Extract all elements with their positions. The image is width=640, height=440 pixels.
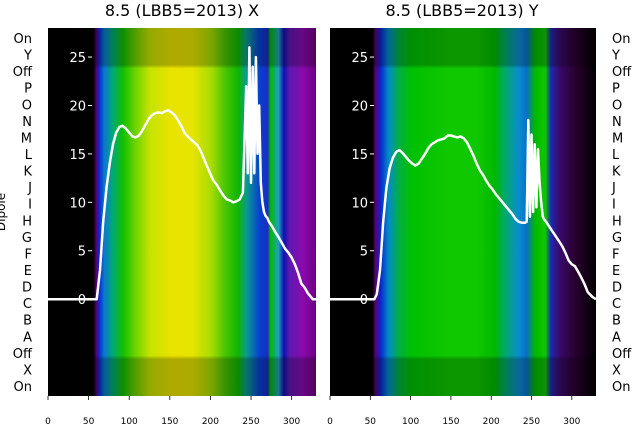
row-label: J [27, 181, 32, 196]
row-label: O [612, 98, 622, 113]
row-label: D [612, 281, 622, 296]
x-tick-label: 200 [483, 417, 500, 427]
series-line [330, 118, 597, 301]
row-label: H [612, 214, 622, 229]
overlay-tick-label: 5 [360, 245, 368, 260]
panel-y: 8.5 (LBB5=2013) Y OnYOffPONMLKJIHGFEDCBA… [327, 1, 632, 427]
overlay-tick-label: 0 [78, 293, 86, 308]
x-tick-label: 0 [327, 417, 333, 427]
row-label: D [22, 281, 32, 296]
overlay-tick-label: 0 [360, 293, 368, 308]
x-tick-label: 200 [202, 417, 219, 427]
overlay-tick-label: 5 [78, 245, 86, 260]
overlay-tick-label: 15 [351, 148, 368, 163]
x-tick-label: 50 [365, 417, 377, 427]
row-label: H [22, 214, 32, 229]
row-label: E [612, 264, 620, 279]
x-tick-label: 300 [283, 417, 300, 427]
chart-title: 8.5 (LBB5=2013) X [105, 1, 259, 20]
x-tick-label: 300 [563, 417, 580, 427]
row-label: X [23, 363, 32, 378]
overlay-tick-label: 25 [351, 51, 368, 66]
x-tick-label: 150 [161, 417, 178, 427]
row-label: O [22, 98, 32, 113]
row-label: K [612, 165, 621, 180]
panel-x: 8.5 (LBB5=2013) X Dipole OnYOffPONMLKJIH… [0, 1, 316, 427]
x-tick-label: 150 [442, 417, 459, 427]
row-label: P [612, 82, 620, 97]
row-label: F [612, 247, 619, 262]
overlay-tick-label: 10 [351, 196, 368, 211]
x-tick-label: 250 [242, 417, 259, 427]
chart-title: 8.5 (LBB5=2013) Y [385, 1, 538, 20]
row-label: L [25, 148, 33, 163]
heatmap-shade [48, 28, 316, 396]
row-label: L [612, 148, 620, 163]
row-label: P [24, 82, 32, 97]
overlay-tick-label: 20 [69, 99, 86, 114]
row-label: On [14, 32, 32, 47]
row-label: Y [611, 49, 620, 64]
row-label: On [612, 32, 630, 47]
x-tick-label: 0 [45, 417, 51, 427]
row-label: G [22, 231, 32, 246]
overlay-tick-label: 10 [69, 196, 86, 211]
row-label: Off [612, 347, 632, 362]
row-label: M [21, 131, 32, 146]
x-ticks: 0 50 100 150 200 250 300 [45, 396, 300, 427]
row-label: Off [612, 65, 632, 80]
overlay-ticks: 0 5 10 15 20 25 [351, 51, 374, 308]
row-label: F [25, 247, 32, 262]
row-label: On [612, 380, 630, 395]
row-label: M [612, 131, 623, 146]
row-label: I [612, 198, 616, 213]
overlay-tick-label: 15 [69, 148, 86, 163]
row-label: C [612, 297, 621, 312]
row-label: N [612, 115, 622, 130]
row-label: B [612, 314, 621, 329]
y-axis-label: Dipole [0, 193, 8, 231]
x-ticks: 0 50 100 150 200 250 300 [327, 396, 581, 427]
row-label: X [612, 363, 621, 378]
row-label: E [24, 264, 32, 279]
row-label: A [612, 330, 621, 345]
heatmap-shade [330, 28, 596, 396]
row-label: Off [13, 347, 33, 362]
row-label: On [14, 380, 32, 395]
x-tick-label: 100 [121, 417, 138, 427]
row-label: I [28, 198, 32, 213]
overlay-tick-label: 20 [351, 99, 368, 114]
row-label: K [23, 165, 32, 180]
series-line [48, 46, 316, 301]
row-label: B [23, 314, 32, 329]
row-label: A [23, 330, 32, 345]
overlay-tick-label: 25 [69, 51, 86, 66]
row-label: Off [13, 65, 33, 80]
row-label: J [611, 181, 616, 196]
row-label: C [23, 297, 32, 312]
row-label: G [612, 231, 622, 246]
overlay-ticks: 0 5 10 15 20 25 [69, 51, 92, 308]
x-tick-label: 250 [523, 417, 540, 427]
x-tick-label: 50 [83, 417, 95, 427]
row-label: Y [23, 49, 32, 64]
x-tick-label: 100 [402, 417, 419, 427]
row-label: N [22, 115, 32, 130]
